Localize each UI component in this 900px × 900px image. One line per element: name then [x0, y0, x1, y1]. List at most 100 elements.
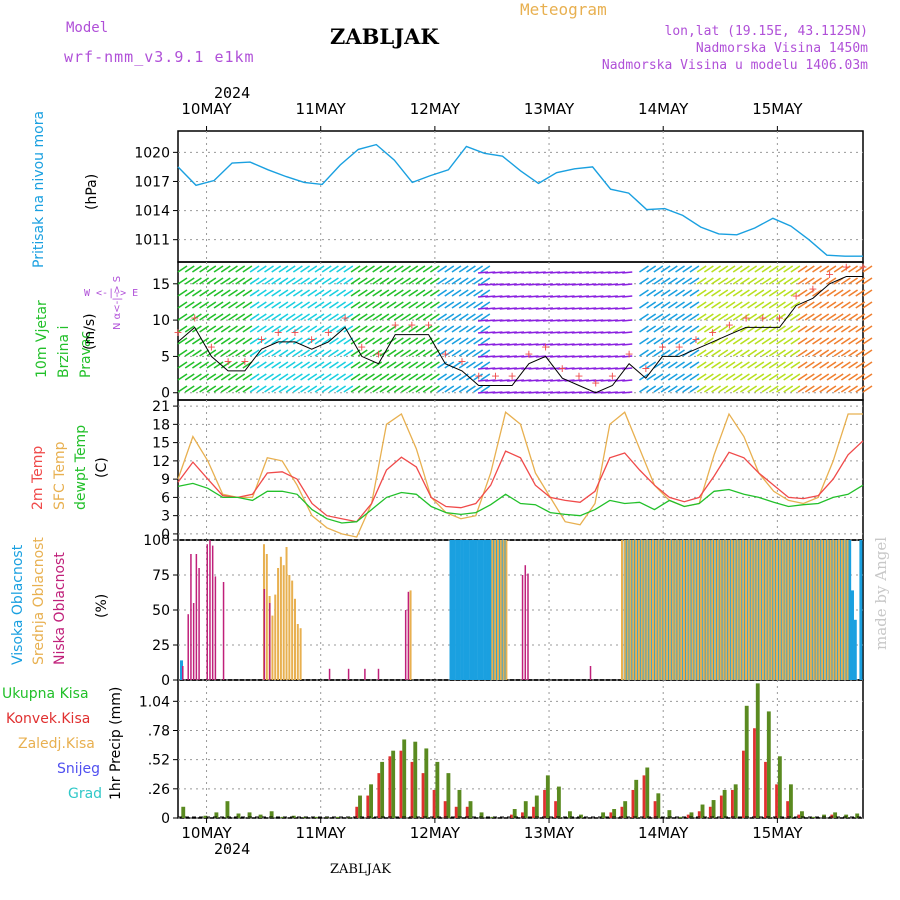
wind-arrow — [343, 349, 354, 357]
wind-arrow — [739, 337, 750, 345]
mid-cloud-bar — [745, 540, 748, 680]
mid-cloud-bar — [671, 540, 674, 680]
wind-arrow — [761, 313, 772, 321]
total-rain-bar — [313, 816, 318, 818]
wind-arrow — [696, 361, 707, 369]
wind-arrow — [292, 277, 303, 285]
wind-arrow — [307, 349, 318, 357]
wind-arrow — [783, 337, 794, 345]
mid-cloud-bar — [677, 540, 680, 680]
panel-frame — [177, 679, 864, 819]
wind-arrow — [249, 337, 260, 345]
wind-arrow — [675, 325, 685, 333]
wind-arrow — [819, 373, 830, 381]
total-rain-bar — [225, 801, 230, 818]
dewpt-ylabel: dewpt Temp — [73, 424, 89, 510]
wind-arrow — [458, 289, 469, 297]
wind-arrow — [365, 277, 375, 285]
wind-arrow — [819, 337, 830, 345]
wind-arrow — [646, 265, 657, 273]
panel-frame — [177, 130, 864, 263]
high-cloud-bar — [452, 540, 456, 680]
wind-arrow — [328, 289, 339, 297]
wind-arrow — [321, 385, 332, 393]
wind-arrow — [451, 349, 462, 357]
wind-arrow — [833, 361, 844, 369]
low-cloud-bar — [195, 554, 198, 680]
wind-arrow — [235, 337, 246, 345]
wind-arrow — [689, 301, 700, 309]
convective-rain-bar — [366, 795, 370, 818]
wind-arrow — [256, 349, 267, 357]
wind-arrow — [675, 277, 685, 285]
wind-arrow — [682, 265, 693, 273]
wind-arrow — [429, 361, 440, 369]
wind-arrow — [667, 325, 678, 333]
mid-cloud-bar — [787, 540, 790, 680]
mid-cloud-bar — [716, 540, 719, 680]
wind-arrow — [761, 265, 772, 273]
low-cloud-ylabel: Niska Oblacnost — [52, 552, 68, 665]
total-rain-bar — [788, 784, 793, 818]
wind-arrow — [444, 289, 455, 297]
wind-arrow — [458, 361, 469, 369]
wind-arrow — [300, 289, 311, 297]
wind-arrow — [357, 301, 368, 309]
convective-rain-bar — [510, 814, 513, 818]
wind-arrow — [365, 325, 375, 333]
mid-cloud-bar — [719, 540, 722, 680]
wind-arrow — [711, 361, 722, 369]
wind-arrow — [639, 313, 649, 321]
x-day-label-bottom: 15MAY — [752, 824, 803, 842]
wind-arrow — [386, 325, 397, 333]
wind-arrow — [768, 265, 779, 273]
mid-cloud-bar — [291, 580, 294, 680]
wind-arrow — [473, 373, 484, 381]
wind-arrow — [855, 385, 866, 393]
wind-arrow — [473, 313, 484, 321]
wind-gust-marker: + — [842, 261, 851, 274]
high-cloud-bar — [449, 540, 453, 680]
wind-gust-marker: + — [441, 348, 450, 361]
wind-arrow — [776, 277, 786, 285]
mid-cloud-bar — [688, 540, 691, 680]
wind-arrow — [422, 361, 433, 369]
wind-arrow — [184, 337, 195, 345]
wind-arrow — [278, 337, 289, 345]
wind-arrow — [314, 325, 325, 333]
low-cloud-bar — [182, 666, 184, 680]
wind-arrow — [804, 289, 815, 297]
wind-arrow — [732, 349, 743, 357]
wind-arrow — [220, 337, 231, 345]
mid-cloud-bar — [491, 540, 494, 680]
wind-arrow — [307, 289, 318, 297]
wind-arrow — [862, 313, 873, 321]
wind-arrow — [862, 349, 873, 357]
low-cloud-bar — [198, 568, 200, 680]
wind-arrow — [177, 301, 188, 309]
wind-arrow — [242, 325, 253, 333]
wind-arrow — [285, 313, 296, 321]
wind-arrow — [675, 265, 685, 273]
wind-arrow — [343, 265, 354, 273]
wind-arrow — [264, 325, 274, 333]
wind-arrow — [379, 301, 390, 309]
wind-arrow — [191, 385, 202, 393]
wind-arrow — [473, 277, 484, 285]
wind-arrow — [732, 277, 743, 285]
wind-arrow — [228, 337, 238, 345]
wind-arrow — [177, 289, 188, 297]
wind-arrow — [480, 289, 491, 297]
wind-arrow — [271, 373, 282, 381]
wind-arrow — [458, 277, 469, 285]
x-day-label-top: 13MAY — [524, 100, 575, 118]
total-rain-bar — [844, 814, 849, 818]
wind-arrow — [437, 313, 448, 321]
high-cloud-bar — [859, 540, 863, 680]
wind-gust-marker: + — [290, 326, 299, 339]
wind-arrow — [393, 349, 404, 357]
wind-arrow — [451, 337, 462, 345]
wind-arrow — [711, 277, 722, 285]
low-cloud-bar — [192, 603, 195, 680]
wind-arrow — [790, 361, 801, 369]
